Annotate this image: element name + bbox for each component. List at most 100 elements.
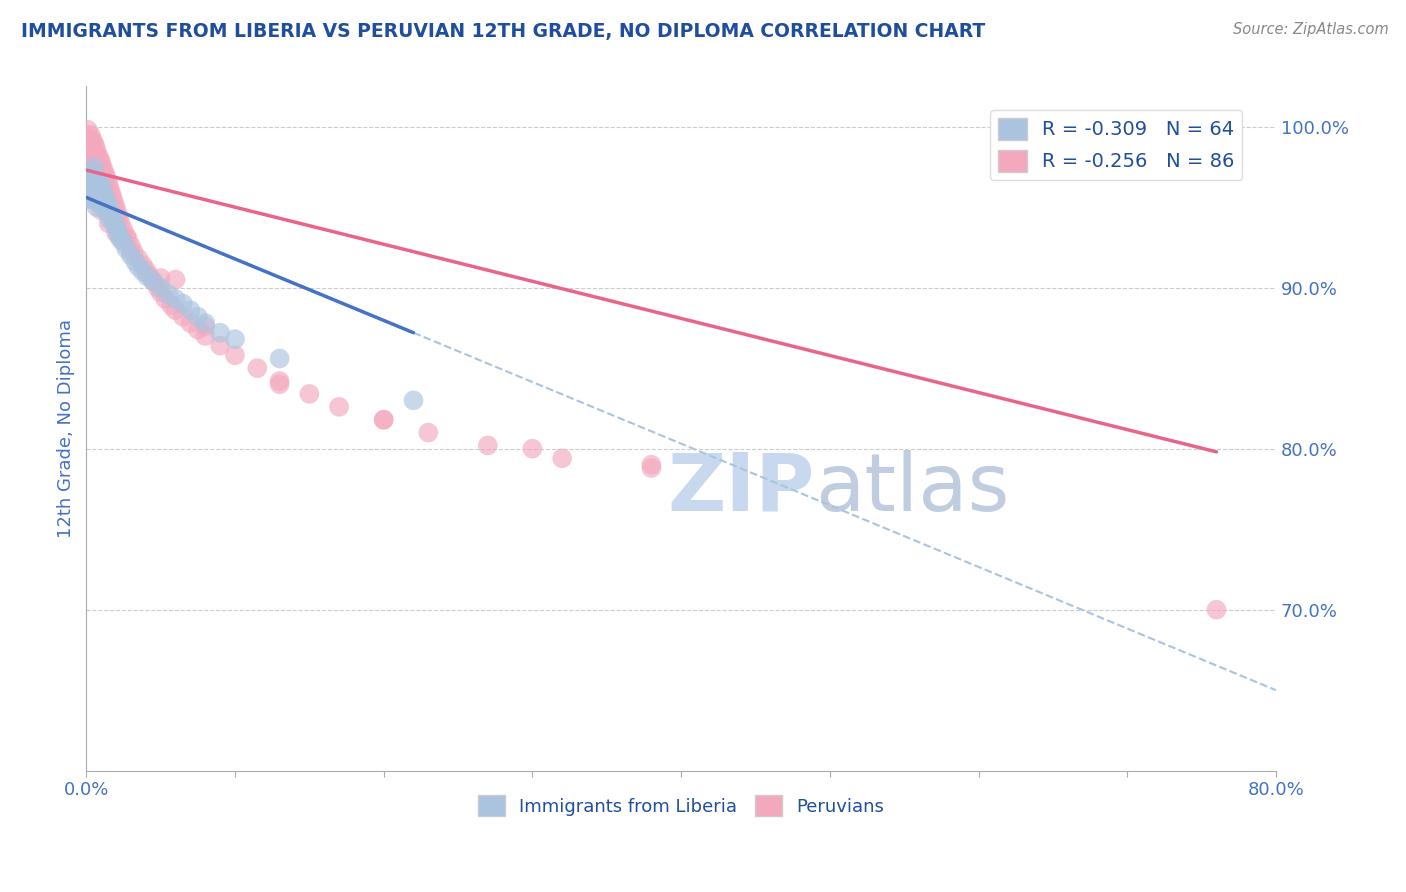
Point	[172, 297, 194, 311]
Point	[86, 152, 108, 166]
Point	[477, 438, 499, 452]
Point	[84, 190, 107, 204]
Point	[89, 152, 111, 166]
Point	[96, 195, 118, 210]
Point	[90, 155, 112, 169]
Point	[209, 338, 232, 352]
Point	[80, 187, 103, 202]
Legend: Immigrants from Liberia, Peruvians: Immigrants from Liberia, Peruvians	[471, 788, 891, 823]
Y-axis label: 12th Grade, No Diploma: 12th Grade, No Diploma	[58, 319, 75, 538]
Point	[522, 442, 544, 456]
Text: ZIP: ZIP	[668, 450, 815, 528]
Point	[82, 140, 104, 154]
Point	[132, 264, 155, 278]
Point	[89, 181, 111, 195]
Point	[84, 158, 107, 172]
Point	[84, 139, 107, 153]
Point	[107, 224, 129, 238]
Point	[94, 203, 117, 218]
Point	[108, 229, 131, 244]
Text: Source: ZipAtlas.com: Source: ZipAtlas.com	[1233, 22, 1389, 37]
Point	[89, 161, 111, 176]
Point	[640, 461, 662, 475]
Point	[165, 303, 187, 318]
Point	[246, 361, 269, 376]
Point	[90, 187, 112, 202]
Point	[83, 144, 105, 158]
Point	[142, 274, 165, 288]
Text: IMMIGRANTS FROM LIBERIA VS PERUVIAN 12TH GRADE, NO DIPLOMA CORRELATION CHART: IMMIGRANTS FROM LIBERIA VS PERUVIAN 12TH…	[21, 22, 986, 41]
Point	[83, 155, 105, 169]
Point	[86, 144, 108, 158]
Point	[97, 178, 120, 192]
Point	[83, 187, 105, 202]
Point	[87, 176, 110, 190]
Point	[108, 211, 131, 226]
Point	[80, 164, 103, 178]
Point	[87, 184, 110, 198]
Point	[110, 216, 132, 230]
Point	[84, 147, 107, 161]
Point	[98, 182, 121, 196]
Point	[127, 252, 149, 266]
Point	[153, 292, 176, 306]
Point	[146, 280, 169, 294]
Point	[90, 197, 112, 211]
Point	[165, 272, 187, 286]
Point	[120, 239, 142, 253]
Point	[82, 171, 104, 186]
Point	[269, 351, 291, 366]
Point	[82, 192, 104, 206]
Point	[105, 219, 128, 234]
Point	[373, 412, 395, 426]
Point	[93, 187, 115, 202]
Point	[224, 348, 246, 362]
Point	[94, 192, 117, 206]
Point	[107, 206, 129, 220]
Point	[149, 271, 172, 285]
Point	[1205, 602, 1227, 616]
Point	[269, 377, 291, 392]
Point	[82, 148, 104, 162]
Point	[160, 298, 183, 312]
Point	[93, 197, 115, 211]
Point	[86, 200, 108, 214]
Point	[82, 132, 104, 146]
Point	[94, 168, 117, 182]
Point	[373, 412, 395, 426]
Point	[86, 192, 108, 206]
Point	[115, 242, 138, 256]
Point	[194, 319, 217, 334]
Point	[122, 245, 145, 260]
Point	[132, 258, 155, 272]
Point	[86, 189, 108, 203]
Point	[110, 232, 132, 246]
Point	[76, 168, 98, 182]
Point	[77, 139, 100, 153]
Point	[98, 203, 121, 218]
Point	[87, 164, 110, 178]
Point	[120, 245, 142, 260]
Point	[96, 205, 118, 219]
Point	[86, 161, 108, 176]
Point	[194, 316, 217, 330]
Point	[84, 181, 107, 195]
Point	[179, 316, 201, 330]
Point	[105, 226, 128, 240]
Point	[93, 174, 115, 188]
Point	[269, 374, 291, 388]
Point	[90, 192, 112, 206]
Point	[80, 136, 103, 150]
Point	[224, 332, 246, 346]
Point	[90, 174, 112, 188]
Point	[91, 160, 114, 174]
Point	[115, 229, 138, 244]
Point	[209, 326, 232, 340]
Point	[179, 303, 201, 318]
Point	[76, 123, 98, 137]
Point	[112, 232, 135, 246]
Point	[120, 248, 142, 262]
Point	[100, 187, 122, 202]
Point	[84, 168, 107, 182]
Point	[77, 131, 100, 145]
